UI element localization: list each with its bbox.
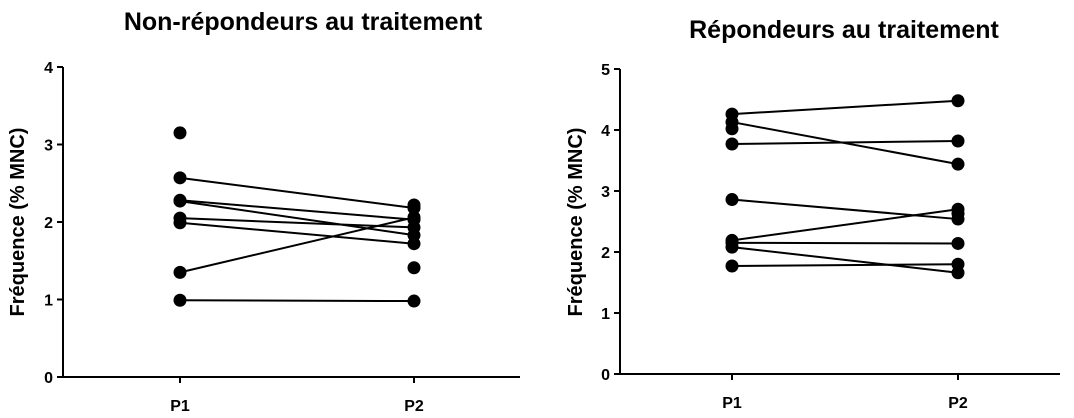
data-point	[407, 237, 421, 251]
data-point	[951, 94, 965, 108]
y-tick-label: 0	[44, 370, 53, 387]
y-tick-label: 0	[601, 367, 610, 384]
data-point	[951, 134, 965, 148]
pair-line	[179, 299, 415, 303]
pair-line	[179, 216, 415, 274]
pair-line	[731, 246, 959, 274]
y-tick-label: 3	[44, 138, 53, 155]
data-point	[173, 194, 187, 208]
data-point	[951, 157, 965, 171]
data-point	[407, 220, 421, 234]
data-point	[407, 198, 421, 212]
pair-line	[731, 198, 959, 221]
x-tick-label: P2	[404, 398, 424, 415]
pair-line	[731, 208, 959, 242]
data-point	[951, 257, 965, 271]
data-point	[407, 261, 421, 275]
pair-line	[731, 241, 959, 245]
y-tick-label: 1	[601, 306, 610, 323]
x-tick-label: P1	[722, 395, 742, 412]
pair-line	[731, 99, 959, 116]
chart-non-repondeurs: Non-répondeurs au traitement Fréquence (…	[7, 8, 520, 415]
data-point	[173, 216, 187, 230]
data-point	[173, 126, 187, 140]
data-point	[407, 210, 421, 224]
chart-title: Non-répondeurs au traitement	[124, 8, 483, 36]
y-tick-label: 4	[601, 123, 610, 140]
data-point	[725, 259, 739, 273]
x-tick-label: P1	[170, 398, 190, 415]
data-point	[951, 207, 965, 221]
data-point	[725, 193, 739, 207]
data-point	[173, 265, 187, 279]
data-point	[725, 122, 739, 136]
y-tick-label: 3	[601, 184, 610, 201]
pair-line	[731, 263, 959, 268]
chart-title: Répondeurs au traitement	[689, 16, 999, 44]
pair-line	[179, 200, 415, 237]
y-tick-label: 1	[44, 293, 53, 310]
y-tick-label: 5	[601, 62, 610, 79]
data-point	[173, 293, 187, 307]
pair-line	[179, 199, 415, 221]
pair-line	[731, 139, 959, 146]
y-axis-label: Fréquence (% MNC)	[7, 128, 29, 317]
chart-repondeurs: Répondeurs au traitement Fréquence (% MN…	[565, 16, 1060, 412]
data-point	[407, 294, 421, 308]
y-tick-label: 2	[44, 215, 53, 232]
data-point	[725, 240, 739, 254]
plot-area: 0 1 2 3 4 P1 P2	[44, 60, 520, 415]
pair-line	[179, 221, 415, 245]
data-point	[725, 137, 739, 151]
y-tick-label: 2	[601, 245, 610, 262]
plot-area: 0 1 2 3 4 5 P1 P2	[601, 62, 1060, 412]
data-point	[951, 236, 965, 250]
y-axis-label: Fréquence (% MNC)	[565, 128, 587, 317]
data-point	[173, 171, 187, 185]
x-tick-label: P2	[948, 395, 968, 412]
pair-line	[179, 176, 415, 210]
y-tick-label: 4	[44, 60, 53, 77]
